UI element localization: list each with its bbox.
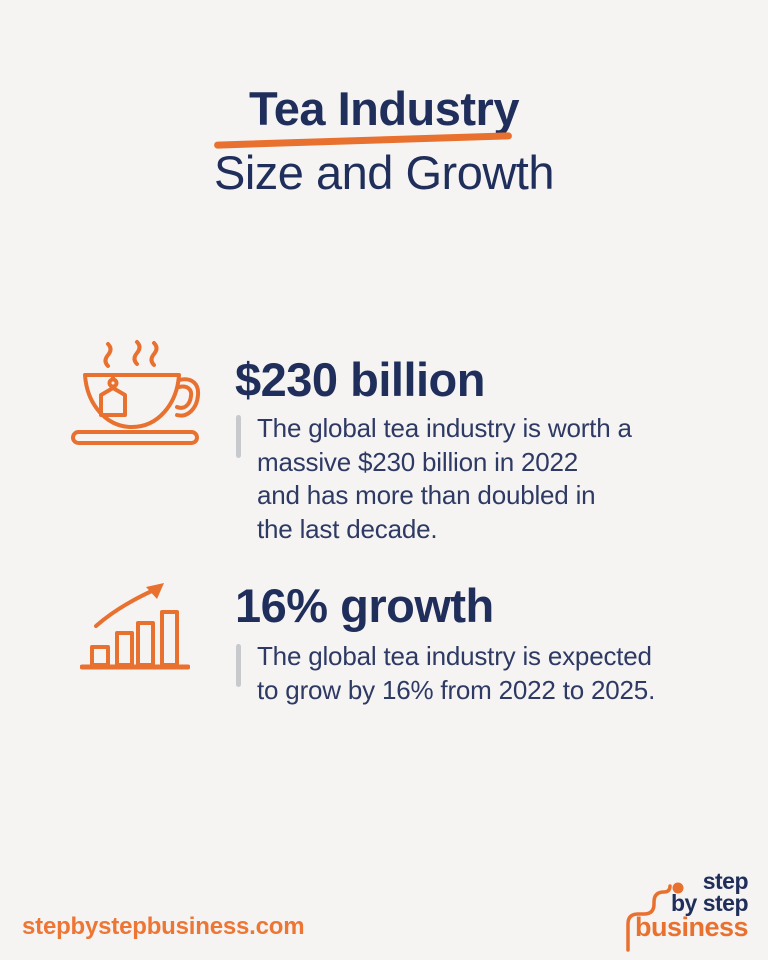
stat-description-230-billion: The global tea industry is worth a massi… xyxy=(257,412,632,546)
logo-text: step by step business xyxy=(634,868,749,942)
stat-heading-230-billion: $230 billion xyxy=(235,353,485,406)
step-by-step-business-logo: step by step business xyxy=(618,862,760,954)
website-url: stepbystepbusiness.com xyxy=(22,913,305,940)
page-title: Tea Industry xyxy=(249,82,519,135)
page-subtitle: Size and Growth xyxy=(214,146,554,199)
quote-bar xyxy=(236,644,241,687)
staircase-icon xyxy=(626,882,684,952)
desc-line: the last decade. xyxy=(257,513,438,544)
desc-line: The global tea industry is expected xyxy=(257,641,652,671)
teacup-icon xyxy=(71,340,201,445)
desc-line: The global tea industry is worth a xyxy=(257,413,632,443)
desc-line: and has more than doubled in xyxy=(257,480,596,510)
logo-word-step: step xyxy=(702,868,749,894)
stat-description-16-growth: The global tea industry is expected to g… xyxy=(257,640,655,707)
desc-line: massive $230 billion in 2022 xyxy=(257,446,579,477)
quote-bar xyxy=(236,415,241,458)
desc-line: to grow by 16% from 2022 to 2025. xyxy=(257,674,656,705)
growth-chart-icon xyxy=(80,583,190,670)
logo-word-by-step: by step xyxy=(670,889,749,916)
logo-word-business: business xyxy=(634,912,749,942)
stat-heading-16-growth: 16% growth xyxy=(235,579,494,632)
logo-dot xyxy=(672,882,684,894)
